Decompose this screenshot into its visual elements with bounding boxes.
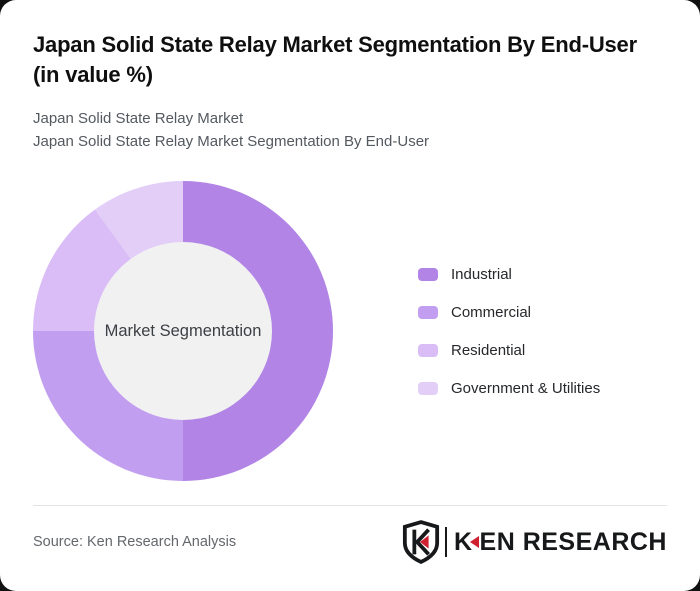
legend-item: Government & Utilities — [418, 379, 601, 397]
subtitle-line-2: Japan Solid State Relay Market Segmentat… — [33, 133, 430, 150]
shield-icon — [402, 520, 440, 564]
legend-label: Industrial — [451, 265, 512, 283]
legend-label: Government & Utilities — [451, 379, 601, 397]
legend-label: Commercial — [451, 303, 532, 321]
footer-divider — [33, 505, 667, 506]
wordmark-rest: EN RESEARCH — [479, 527, 667, 556]
logo-divider — [444, 527, 447, 557]
donut-center-label: Market Segmentation — [104, 321, 262, 340]
legend: Industrial Commercial Residential Govern… — [418, 265, 601, 397]
legend-swatch-industrial — [418, 267, 438, 281]
subtitle-block: Japan Solid State Relay Market Japan Sol… — [33, 107, 667, 153]
footer: Source: Ken Research Analysis K EN RESEA… — [33, 520, 667, 564]
donut-chart: Market Segmentation — [33, 181, 333, 481]
legend-item: Industrial — [418, 265, 600, 283]
donut-hole: Market Segmentation — [94, 242, 272, 420]
legend-item: Residential — [418, 341, 600, 359]
source-text: Source: Ken Research Analysis — [33, 534, 237, 550]
chart-area: Market Segmentation Industrial Commercia… — [33, 181, 667, 481]
legend-label: Residential — [451, 341, 526, 359]
ken-research-logo: K EN RESEARCH — [402, 520, 667, 564]
subtitle-line-1: Japan Solid State Relay Market — [33, 110, 244, 127]
red-triangle-icon — [469, 536, 479, 548]
legend-swatch-government-utilities — [418, 381, 438, 395]
wordmark-k: K — [453, 527, 473, 556]
legend-swatch-commercial — [418, 305, 438, 319]
legend-swatch-residential — [418, 343, 438, 357]
page-title: Japan Solid State Relay Market Segmentat… — [33, 32, 637, 87]
logo-wordmark: K EN RESEARCH — [454, 528, 667, 557]
legend-item: Commercial — [418, 303, 600, 321]
